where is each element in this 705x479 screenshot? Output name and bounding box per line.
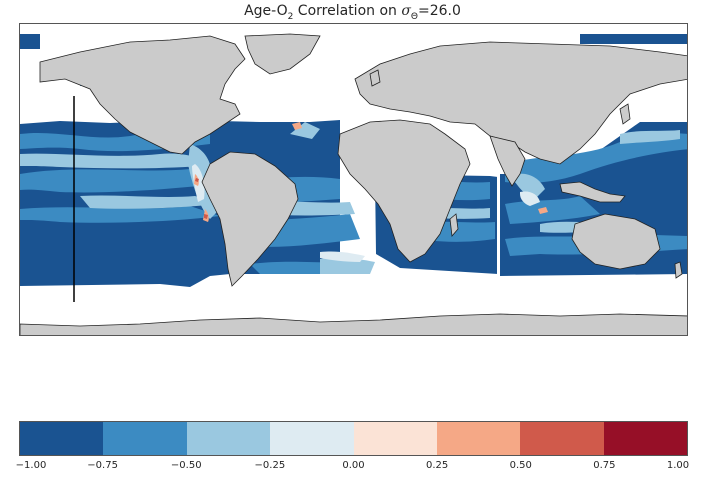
colorbar-tick-label: −0.50 xyxy=(170,460,202,471)
land-new-zealand xyxy=(674,261,683,279)
land-australia xyxy=(571,213,661,270)
land-india xyxy=(489,135,526,187)
title-symbol-sub: Θ xyxy=(410,11,419,22)
map-panel xyxy=(19,23,688,336)
title-subscript: 2 xyxy=(287,11,294,22)
colorbar-swatch-2 xyxy=(186,422,271,455)
land-north-america xyxy=(39,35,246,155)
land-antarctica xyxy=(20,313,687,335)
land-uk xyxy=(369,69,381,87)
colorbar-tick-label: 0.50 xyxy=(509,460,532,471)
colorbar-swatch-4 xyxy=(353,422,437,455)
colorbar-tick-label: −1.00 xyxy=(15,460,47,471)
land-indonesia xyxy=(559,181,626,203)
land-japan xyxy=(619,103,631,125)
land-greenland xyxy=(244,33,321,75)
colorbar-swatch-1 xyxy=(103,422,187,455)
colorbar-ticks: −1.00 −0.75 −0.50 −0.25 0.00 0.25 0.50 0.75 1.00 xyxy=(15,460,690,474)
map-title: Age-O2 Correlation on σΘ=26.0 xyxy=(0,3,705,22)
colorbar-tick-label: 0.00 xyxy=(342,460,365,471)
colorbar-swatch-3 xyxy=(270,422,354,455)
land-africa xyxy=(337,119,471,263)
colorbar-swatch-5 xyxy=(436,422,521,455)
land-madagascar xyxy=(449,213,459,237)
land-layer xyxy=(20,33,687,335)
title-symbol: σ xyxy=(401,3,411,19)
colorbar-swatch-7 xyxy=(603,422,687,455)
title-suffix: =26.0 xyxy=(418,3,461,19)
ocean-field-dark-blue xyxy=(20,34,687,287)
data-gap-strip xyxy=(497,174,500,274)
ocean-field-mid-blue xyxy=(20,69,687,274)
land-eurasia xyxy=(354,41,687,165)
title-middle: Correlation on xyxy=(293,3,402,19)
colorbar-tick-label: 0.75 xyxy=(593,460,616,471)
colorbar-swatch-6 xyxy=(520,422,604,455)
colorbar xyxy=(19,421,688,456)
colorbar-tick-label: 1.00 xyxy=(666,460,690,471)
title-prefix: Age-O xyxy=(244,3,288,19)
colorbar-tick-label: −0.25 xyxy=(254,460,286,471)
colorbar-swatch-0 xyxy=(20,422,104,455)
colorbar-tick-label: −0.75 xyxy=(87,460,118,471)
world-map xyxy=(20,24,687,335)
land-south-america xyxy=(201,151,299,287)
ocean-field-light-blue xyxy=(20,122,680,274)
colorbar-tick-label: 0.25 xyxy=(425,460,449,471)
